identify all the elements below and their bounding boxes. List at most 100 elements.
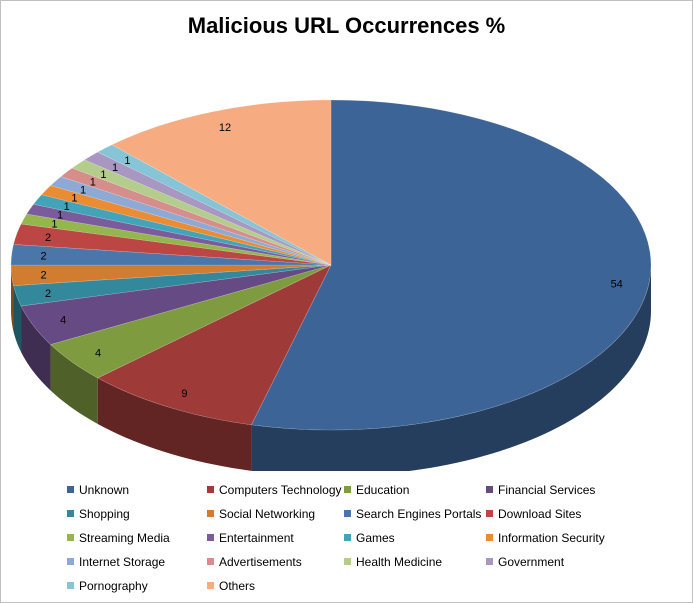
legend-swatch bbox=[486, 486, 493, 493]
data-label-government: 1 bbox=[112, 162, 118, 174]
legend-swatch bbox=[486, 534, 493, 541]
pie-slice-shopping bbox=[13, 264, 332, 307]
legend-swatch bbox=[344, 486, 351, 493]
legend-label: Advertisements bbox=[219, 554, 302, 569]
pie-slice-government bbox=[83, 151, 332, 266]
legend-swatch bbox=[67, 534, 74, 541]
pie-slice-internet-storage bbox=[49, 176, 332, 266]
pie-slice-others bbox=[111, 99, 332, 266]
legend-item-entertainment: Entertainment bbox=[207, 528, 344, 547]
legend-swatch bbox=[486, 558, 493, 565]
legend-swatch bbox=[67, 558, 74, 565]
data-label-advertisements: 1 bbox=[90, 177, 96, 189]
legend-swatch bbox=[344, 558, 351, 565]
legend-item-advertisements: Advertisements bbox=[207, 552, 344, 571]
legend-item-government: Government bbox=[486, 552, 636, 571]
legend-item-streaming-media: Streaming Media bbox=[67, 528, 207, 547]
pie-tops bbox=[10, 99, 652, 431]
data-label-shopping: 2 bbox=[45, 288, 51, 300]
legend-swatch bbox=[207, 582, 214, 589]
legend-label: Health Medicine bbox=[356, 554, 443, 569]
legend-item-information-security: Information Security bbox=[486, 528, 636, 547]
data-label-streaming-media: 1 bbox=[51, 219, 57, 231]
legend-label: Social Networking bbox=[219, 506, 316, 521]
pie-slice-pornography bbox=[97, 144, 332, 266]
legend-item-unknown: Unknown bbox=[67, 480, 207, 499]
data-label-entertainment: 1 bbox=[57, 210, 63, 222]
legend: Unknown Computers Technology Education Fina… bbox=[67, 480, 667, 595]
legend-label: Streaming Media bbox=[79, 530, 170, 545]
legend-swatch bbox=[344, 534, 351, 541]
legend-swatch bbox=[207, 510, 214, 517]
pie-side-shopping bbox=[13, 285, 22, 353]
legend-swatch bbox=[486, 510, 493, 517]
legend-label: Pornography bbox=[79, 578, 148, 593]
pie-slice-search-engines-portals bbox=[10, 244, 332, 266]
legend-item-financial-services: Financial Services bbox=[486, 480, 636, 499]
legend-item-download-sites: Download Sites bbox=[486, 504, 636, 523]
legend-item-others: Others bbox=[207, 576, 344, 595]
legend-label: Others bbox=[219, 578, 256, 593]
legend-swatch bbox=[207, 534, 214, 541]
data-label-financial-services: 4 bbox=[60, 315, 66, 327]
data-label-health-medicine: 1 bbox=[100, 169, 106, 181]
legend-item-pornography: Pornography bbox=[67, 576, 207, 595]
legend-swatch bbox=[67, 510, 74, 517]
pie-slice-computers-technology bbox=[97, 264, 332, 426]
legend-label: Download Sites bbox=[498, 506, 582, 521]
legend-label: Search Engines Portals bbox=[356, 506, 482, 521]
pie-slice-download-sites bbox=[13, 223, 332, 266]
pie-side-social-networking bbox=[11, 265, 14, 332]
pie-slice-social-networking bbox=[10, 264, 332, 286]
pie-sides bbox=[11, 265, 651, 471]
legend-label: Internet Storage bbox=[79, 554, 166, 569]
pie-slice-entertainment bbox=[26, 203, 332, 266]
legend-item-health-medicine: Health Medicine bbox=[344, 552, 486, 571]
legend-label: Computers Technology bbox=[219, 482, 342, 497]
data-label-education: 4 bbox=[95, 347, 101, 359]
pie-side-education bbox=[50, 344, 98, 424]
data-label-unknown: 54 bbox=[611, 279, 623, 291]
data-label-download-sites: 2 bbox=[45, 232, 51, 244]
pie-slice-health-medicine bbox=[71, 159, 332, 266]
pie-side-unknown bbox=[251, 265, 651, 471]
legend-label: Shopping bbox=[79, 506, 130, 521]
legend-label: Information Security bbox=[498, 530, 605, 545]
data-label-others: 12 bbox=[219, 122, 231, 134]
legend-item-internet-storage: Internet Storage bbox=[67, 552, 207, 571]
data-label-pornography: 1 bbox=[124, 155, 130, 167]
data-label-information-security: 1 bbox=[71, 193, 77, 205]
pie-side-computers-technology bbox=[97, 377, 252, 471]
legend-swatch bbox=[344, 510, 351, 517]
data-label-internet-storage: 1 bbox=[80, 184, 86, 196]
legend-item-education: Education bbox=[344, 480, 486, 499]
pie-slice-games bbox=[32, 194, 332, 266]
legend-label: Government bbox=[498, 554, 565, 569]
pie-slice-education bbox=[49, 264, 332, 379]
legend-label: Financial Services bbox=[498, 482, 596, 497]
data-label-social-networking: 2 bbox=[41, 269, 47, 281]
legend-swatch bbox=[207, 558, 214, 565]
legend-item-social-networking: Social Networking bbox=[207, 504, 344, 523]
legend-swatch bbox=[67, 582, 74, 589]
legend-swatch bbox=[207, 486, 214, 493]
data-label-games: 1 bbox=[64, 201, 70, 213]
legend-item-games: Games bbox=[344, 528, 486, 547]
legend-swatch bbox=[67, 486, 74, 493]
legend-label: Education bbox=[356, 482, 410, 497]
pie-slice-information-security bbox=[40, 185, 332, 266]
chart-title: Malicious URL Occurrences % bbox=[187, 13, 506, 38]
legend-item-computers-technology: Computers Technology bbox=[207, 480, 344, 499]
pie-slice-advertisements bbox=[60, 167, 332, 266]
data-label-search-engines-portals: 2 bbox=[41, 251, 47, 263]
legend-item-shopping: Shopping bbox=[67, 504, 207, 523]
legend-label: Games bbox=[356, 530, 395, 545]
pie-side-financial-services bbox=[21, 306, 51, 391]
legend-label: Unknown bbox=[79, 482, 130, 497]
legend-item-search-engines-portals: Search Engines Portals bbox=[344, 504, 486, 523]
pie-slice-unknown bbox=[250, 99, 652, 431]
pie-slice-financial-services bbox=[20, 264, 332, 345]
